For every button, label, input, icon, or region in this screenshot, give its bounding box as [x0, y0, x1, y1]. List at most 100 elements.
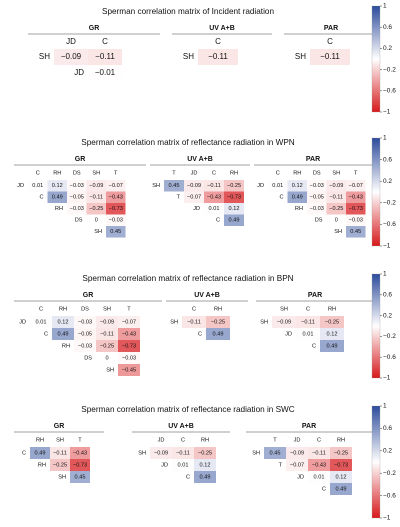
cell-value: −0.25 [53, 462, 67, 468]
row-label: C [22, 450, 26, 456]
cell-value: −0.07 [122, 319, 136, 325]
colorbar-tick-label: −0.6 [383, 221, 396, 228]
heatmap-cell [96, 352, 118, 364]
heatmap-cell [224, 180, 244, 192]
column-label: RH [230, 170, 238, 176]
colorbar-tick-label: 0.2 [383, 178, 392, 185]
row-label: RH [55, 206, 63, 212]
heatmap-cell [308, 459, 330, 471]
heatmap-cell [96, 340, 118, 352]
heatmap-cell [86, 214, 106, 226]
column-label: JD [191, 170, 198, 176]
row-label: C [216, 218, 220, 224]
panel-title: PAR [306, 156, 320, 163]
heatmap-cell [287, 180, 307, 192]
heatmap-cell [287, 191, 307, 203]
row-label: SH [334, 229, 342, 235]
colorbar-tick-label: 0.2 [383, 312, 392, 319]
heatmap-cell [86, 203, 106, 215]
cell-value: −0.43 [349, 195, 363, 201]
heatmap-cell [264, 447, 286, 459]
cell-value: 0.45 [350, 229, 361, 235]
heatmap-cell [308, 447, 330, 459]
row-label: C [44, 331, 48, 337]
heatmap-cell [272, 316, 296, 328]
heatmap-cell [150, 447, 172, 459]
heatmap-cell [326, 180, 346, 192]
column-label: JD [66, 37, 76, 46]
cell-value: −0.11 [207, 183, 221, 189]
cell-value: −0.25 [334, 450, 348, 456]
cell-value: 0.01 [36, 319, 47, 325]
heatmap-cell [106, 203, 126, 215]
heatmap-cell [164, 180, 184, 192]
heatmap-cell [50, 447, 70, 459]
cell-value: −0.07 [187, 195, 201, 201]
heatmap-cell [346, 203, 366, 215]
colorbar [371, 273, 381, 379]
colorbar [371, 5, 381, 113]
figure-title: Sperman correlation matrix of reflectanc… [82, 274, 293, 283]
row-label: T [279, 462, 283, 468]
heatmap-cell [346, 226, 366, 238]
cell-value: −0.25 [100, 343, 114, 349]
cell-value: −0.09 [100, 319, 114, 325]
row-label: DS [84, 355, 92, 361]
column-label: C [39, 306, 43, 312]
heatmap-cell [30, 316, 52, 328]
cell-value: −0.25 [89, 206, 103, 212]
heatmap-cell [326, 191, 346, 203]
row-label: JD [17, 183, 24, 189]
cell-value: −0.25 [325, 319, 339, 325]
column-label: SH [92, 170, 100, 176]
row-label: JD [161, 462, 168, 468]
heatmap-cell [118, 352, 140, 364]
row-label: SH [152, 183, 160, 189]
cell-value: −0.03 [109, 218, 123, 224]
row-label: JD [19, 319, 26, 325]
panel-title: GR [54, 423, 65, 430]
heatmap-cell [330, 459, 352, 471]
cell-value: −0.09 [61, 52, 82, 61]
row-label: C [186, 474, 190, 480]
colorbar-tick-label: 0.6 [383, 292, 392, 299]
cell-value: −0.07 [290, 462, 304, 468]
heatmap-cell [330, 447, 352, 459]
heatmap-cell [54, 49, 88, 65]
heatmap-cell [307, 203, 327, 215]
heatmap-cell [346, 191, 366, 203]
cell-value: −0.43 [109, 195, 123, 201]
cell-value: −0.11 [329, 195, 343, 201]
cell-value: −0.43 [122, 331, 136, 337]
row-label: DS [75, 218, 83, 224]
row-label: C [198, 331, 202, 337]
column-label: RH [53, 170, 61, 176]
column-label: C [192, 306, 196, 312]
row-label: C [312, 343, 316, 349]
heatmap-cell [286, 459, 308, 471]
heatmap-cell [74, 328, 96, 340]
cell-value: −0.73 [349, 206, 363, 212]
heatmap-cell [88, 65, 122, 81]
heatmap-cell [346, 180, 366, 192]
heatmap-cell [106, 214, 126, 226]
cell-value: −0.09 [187, 183, 201, 189]
heatmap-cell [286, 447, 308, 459]
row-label: SH [260, 319, 268, 325]
cell-value: −0.01 [95, 68, 116, 77]
cell-value: 0.45 [169, 183, 180, 189]
colorbar-tick-label: 0.6 [383, 425, 392, 432]
panel-title: GR [83, 292, 94, 299]
heatmap-cell [296, 316, 320, 328]
cell-value: 0.01 [303, 331, 314, 337]
panel-title: PAR [302, 423, 316, 430]
cell-value: −0.05 [310, 195, 324, 201]
colorbar-tick-label: −1 [383, 243, 391, 250]
row-label: RH [295, 206, 303, 212]
cell-value: 0.49 [200, 474, 211, 480]
colorbar [371, 405, 381, 519]
heatmap-cell [224, 191, 244, 203]
row-label: RH [38, 462, 46, 468]
